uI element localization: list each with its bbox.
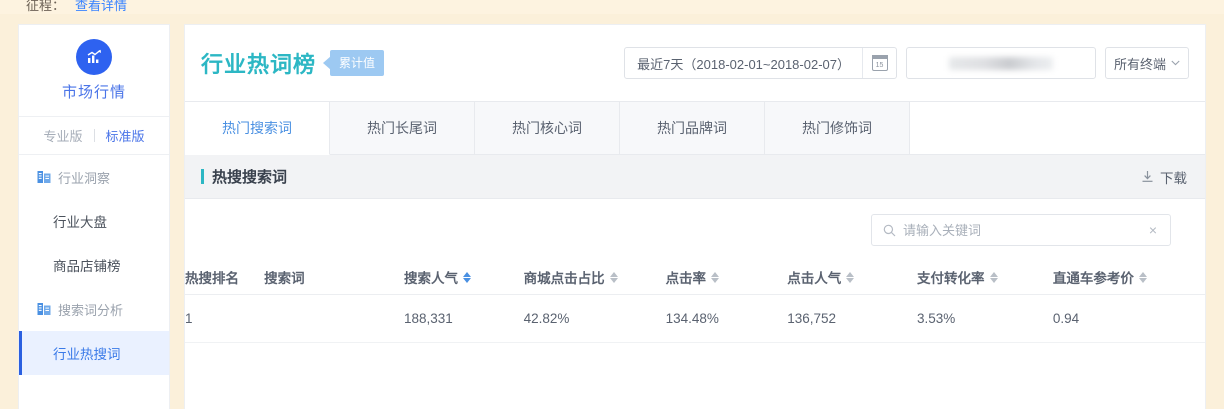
tab-label: 热门搜索词: [222, 120, 292, 136]
cell-mall-click-share: 42.82%: [523, 294, 666, 343]
nav-group-label: 搜索词分析: [58, 302, 124, 318]
cell-ad-reference-price: 0.94: [1052, 294, 1205, 343]
terminal-select-value: 所有终端: [1113, 56, 1166, 72]
cell-search-popularity: 188,331: [403, 294, 524, 343]
section-accent-bar: [201, 169, 204, 184]
version-pro[interactable]: 专业版: [43, 129, 83, 144]
tab-label: 热门修饰词: [802, 120, 872, 136]
sidebar-item-label: 行业大盘: [53, 215, 107, 230]
calendar-icon: 15: [871, 55, 888, 71]
col-header-label: 点击人气: [787, 271, 842, 287]
table-toolbar: ×: [185, 199, 1205, 261]
col-header-ad-reference-price[interactable]: 直通车参考价: [1052, 261, 1205, 295]
download-icon: [1141, 170, 1154, 183]
col-header-mall-click-share[interactable]: 商城点击占比: [523, 261, 666, 295]
nav-group-keyword-analysis[interactable]: 搜索词分析: [19, 287, 169, 331]
tab-label: 热门核心词: [512, 120, 582, 136]
tab-hot-modifier-words[interactable]: 热门修饰词: [765, 101, 910, 154]
header-controls: 最近7天（2018-02-01~2018-02-07） 15 所有终端: [624, 47, 1189, 79]
table-row[interactable]: 1 188,331 42.82% 134.48% 136,752 3.53% 0…: [185, 294, 1205, 343]
status-badge: 累计值: [330, 50, 385, 76]
chart-trend-icon: [76, 39, 112, 75]
search-box[interactable]: ×: [871, 214, 1171, 246]
col-header-label: 商城点击占比: [523, 271, 605, 287]
cell-click-rate: 134.48%: [665, 294, 788, 343]
sort-arrows-icon[interactable]: [846, 271, 855, 283]
col-header-label: 支付转化率: [917, 271, 985, 287]
table-header: 热搜排名 搜索词 搜索人气 商城点击占比: [185, 261, 1205, 295]
col-header-pay-conversion-rate[interactable]: 支付转化率: [917, 261, 1053, 295]
notice-banner: 征程： 查看详情: [0, 0, 1224, 14]
nav-group-industry-insight[interactable]: 行业洞察: [19, 155, 169, 199]
report-icon: [37, 302, 51, 316]
terminal-select[interactable]: 所有终端: [1105, 47, 1189, 79]
report-icon: [37, 170, 51, 184]
tab-bar: 热门搜索词 热门长尾词 热门核心词 热门品牌词 热门修饰词: [185, 101, 1205, 155]
sort-arrows-icon[interactable]: [1138, 271, 1147, 283]
tab-hot-core-words[interactable]: 热门核心词: [475, 101, 620, 154]
sort-arrows-icon[interactable]: [462, 271, 471, 283]
download-button[interactable]: 下载: [1141, 167, 1187, 187]
col-header-label: 点击率: [665, 271, 707, 287]
calendar-button[interactable]: 15: [862, 48, 896, 78]
version-switcher: 专业版 标准版: [19, 117, 169, 155]
col-header-keyword[interactable]: 搜索词: [264, 261, 404, 295]
tab-label: 热门长尾词: [367, 120, 437, 136]
tab-hot-search-words[interactable]: 热门搜索词: [185, 101, 330, 155]
col-header-search-popularity[interactable]: 搜索人气: [403, 261, 524, 295]
col-header-label: 热搜排名: [185, 271, 239, 287]
version-standard[interactable]: 标准版: [105, 129, 145, 144]
notice-detail-link[interactable]: 查看详情: [75, 0, 128, 13]
page-title: 行业热词榜: [201, 52, 317, 77]
brand-name: 市场行情: [61, 84, 126, 101]
search-icon: [883, 224, 896, 237]
hot-keywords-table: 热搜排名 搜索词 搜索人气 商城点击占比: [185, 261, 1205, 343]
page-header: 行业热词榜 累计值 最近7天（2018-02-01~2018-02-07） 15: [185, 25, 1205, 101]
sidebar-item-industry-hot-keywords[interactable]: 行业热搜词: [19, 331, 169, 375]
table-body: 1 188,331 42.82% 134.48% 136,752 3.53% 0…: [185, 294, 1205, 343]
col-header-label: 搜索人气: [403, 271, 458, 287]
calendar-day: 15: [875, 62, 884, 69]
tab-hot-long-tail-words[interactable]: 热门长尾词: [330, 101, 475, 154]
nav-group-label: 行业洞察: [58, 170, 111, 186]
section-header: 热搜搜索词 下载: [185, 155, 1205, 199]
col-header-click-rate[interactable]: 点击率: [665, 261, 788, 295]
sidebar-item-label: 行业热搜词: [53, 347, 121, 362]
cell-keyword[interactable]: [264, 294, 404, 343]
tab-hot-brand-words[interactable]: 热门品牌词: [620, 101, 765, 154]
sidebar: 市场行情 专业版 标准版 行业洞察 行业大盘: [18, 24, 170, 409]
tab-bar-filler: [910, 101, 1205, 154]
sidebar-item-product-shop-rank[interactable]: 商品店铺榜: [19, 243, 169, 287]
sidebar-item-industry-overview[interactable]: 行业大盘: [19, 199, 169, 243]
col-header-click-popularity[interactable]: 点击人气: [787, 261, 917, 295]
date-range-value: 最近7天（2018-02-01~2018-02-07）: [637, 56, 850, 72]
redacted-value: [949, 56, 1053, 70]
close-icon[interactable]: ×: [1148, 222, 1157, 238]
tab-label: 热门品牌词: [657, 120, 727, 136]
cell-rank: 1: [185, 294, 265, 343]
search-input[interactable]: [903, 222, 1143, 238]
cell-click-popularity: 136,752: [787, 294, 917, 343]
sort-arrows-icon[interactable]: [989, 271, 998, 283]
title-wrap: 行业热词榜 累计值: [201, 47, 385, 79]
version-divider: [93, 129, 95, 142]
cell-pay-conversion-rate: 3.53%: [917, 294, 1053, 343]
notice-text: 征程：: [26, 0, 66, 13]
col-header-label: 直通车参考价: [1052, 271, 1134, 287]
sort-arrows-icon[interactable]: [711, 271, 720, 283]
brand-block: 市场行情: [19, 25, 169, 117]
sort-arrows-icon[interactable]: [609, 271, 618, 283]
col-header-label: 搜索词: [264, 271, 305, 287]
table-header-row: 热搜排名 搜索词 搜索人气 商城点击占比: [185, 261, 1205, 295]
section-title: 热搜搜索词: [212, 169, 288, 186]
col-header-rank[interactable]: 热搜排名: [185, 261, 265, 295]
sidebar-item-label: 商品店铺榜: [53, 259, 121, 274]
download-label: 下载: [1160, 170, 1187, 186]
date-range-picker[interactable]: 最近7天（2018-02-01~2018-02-07） 15: [624, 47, 897, 79]
category-filter-input[interactable]: [906, 47, 1096, 79]
chevron-down-icon: [1171, 60, 1180, 66]
main-panel: 行业热词榜 累计值 最近7天（2018-02-01~2018-02-07） 15: [184, 24, 1206, 409]
